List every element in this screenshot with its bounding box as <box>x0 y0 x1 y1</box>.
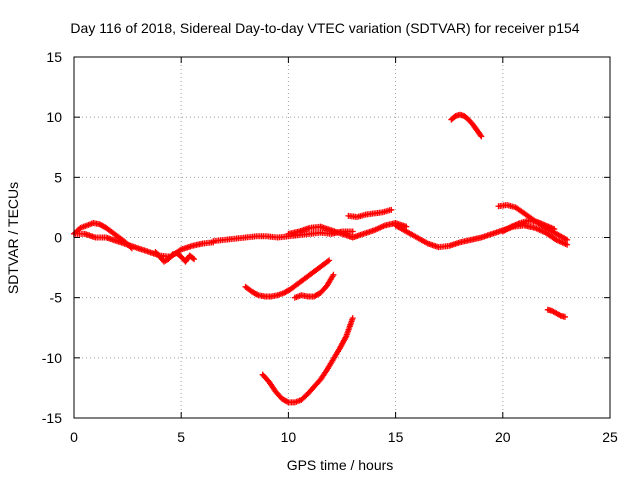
x-axis-label: GPS time / hours <box>287 457 394 473</box>
data-point <box>564 236 571 243</box>
y-tick-label: 15 <box>46 49 62 65</box>
data-point <box>191 256 198 263</box>
data-point <box>189 255 196 262</box>
data-point <box>254 291 261 298</box>
data-point <box>349 315 356 322</box>
y-axis-ticks: 15 10 5 0 -5 -10 -15 <box>42 49 610 426</box>
data-point <box>388 206 395 213</box>
x-tick-label: 5 <box>177 429 185 445</box>
x-tick-label: 20 <box>495 429 511 445</box>
series-arc-3 <box>152 248 198 265</box>
data-point <box>330 271 337 278</box>
series-arc-14 <box>259 315 356 406</box>
series-arc-9 <box>495 202 571 243</box>
x-tick-label: 0 <box>70 429 78 445</box>
series-arc-2 <box>71 230 217 260</box>
x-tick-label: 10 <box>281 429 297 445</box>
data-point <box>284 398 291 405</box>
grid <box>74 57 610 418</box>
y-tick-label: -15 <box>42 410 62 426</box>
y-tick-label: -10 <box>42 350 62 366</box>
series-arc-13 <box>291 271 337 301</box>
series-arc-7 <box>345 206 395 221</box>
y-axis-label: SDTVAR / TECUs <box>5 182 21 294</box>
data-point <box>324 258 331 265</box>
x-axis-ticks: 0 5 10 15 20 25 <box>70 57 618 445</box>
chart-title: Day 116 of 2018, Sidereal Day-to-day VTE… <box>70 20 579 36</box>
y-tick-label: 5 <box>54 169 62 185</box>
y-tick-label: 0 <box>54 230 62 246</box>
series-arc-12 <box>242 257 333 300</box>
data-point <box>349 228 356 235</box>
series-arc-10 <box>448 111 485 140</box>
data-point <box>477 132 484 139</box>
data-point <box>326 257 333 264</box>
data-points <box>71 111 571 406</box>
x-tick-label: 25 <box>602 429 618 445</box>
data-point <box>561 313 568 320</box>
y-tick-label: 10 <box>46 109 62 125</box>
data-point <box>478 133 485 140</box>
series-arc-11 <box>544 306 568 320</box>
x-tick-label: 15 <box>388 429 404 445</box>
series-arc-5 <box>285 220 410 241</box>
y-tick-label: -5 <box>50 290 63 306</box>
